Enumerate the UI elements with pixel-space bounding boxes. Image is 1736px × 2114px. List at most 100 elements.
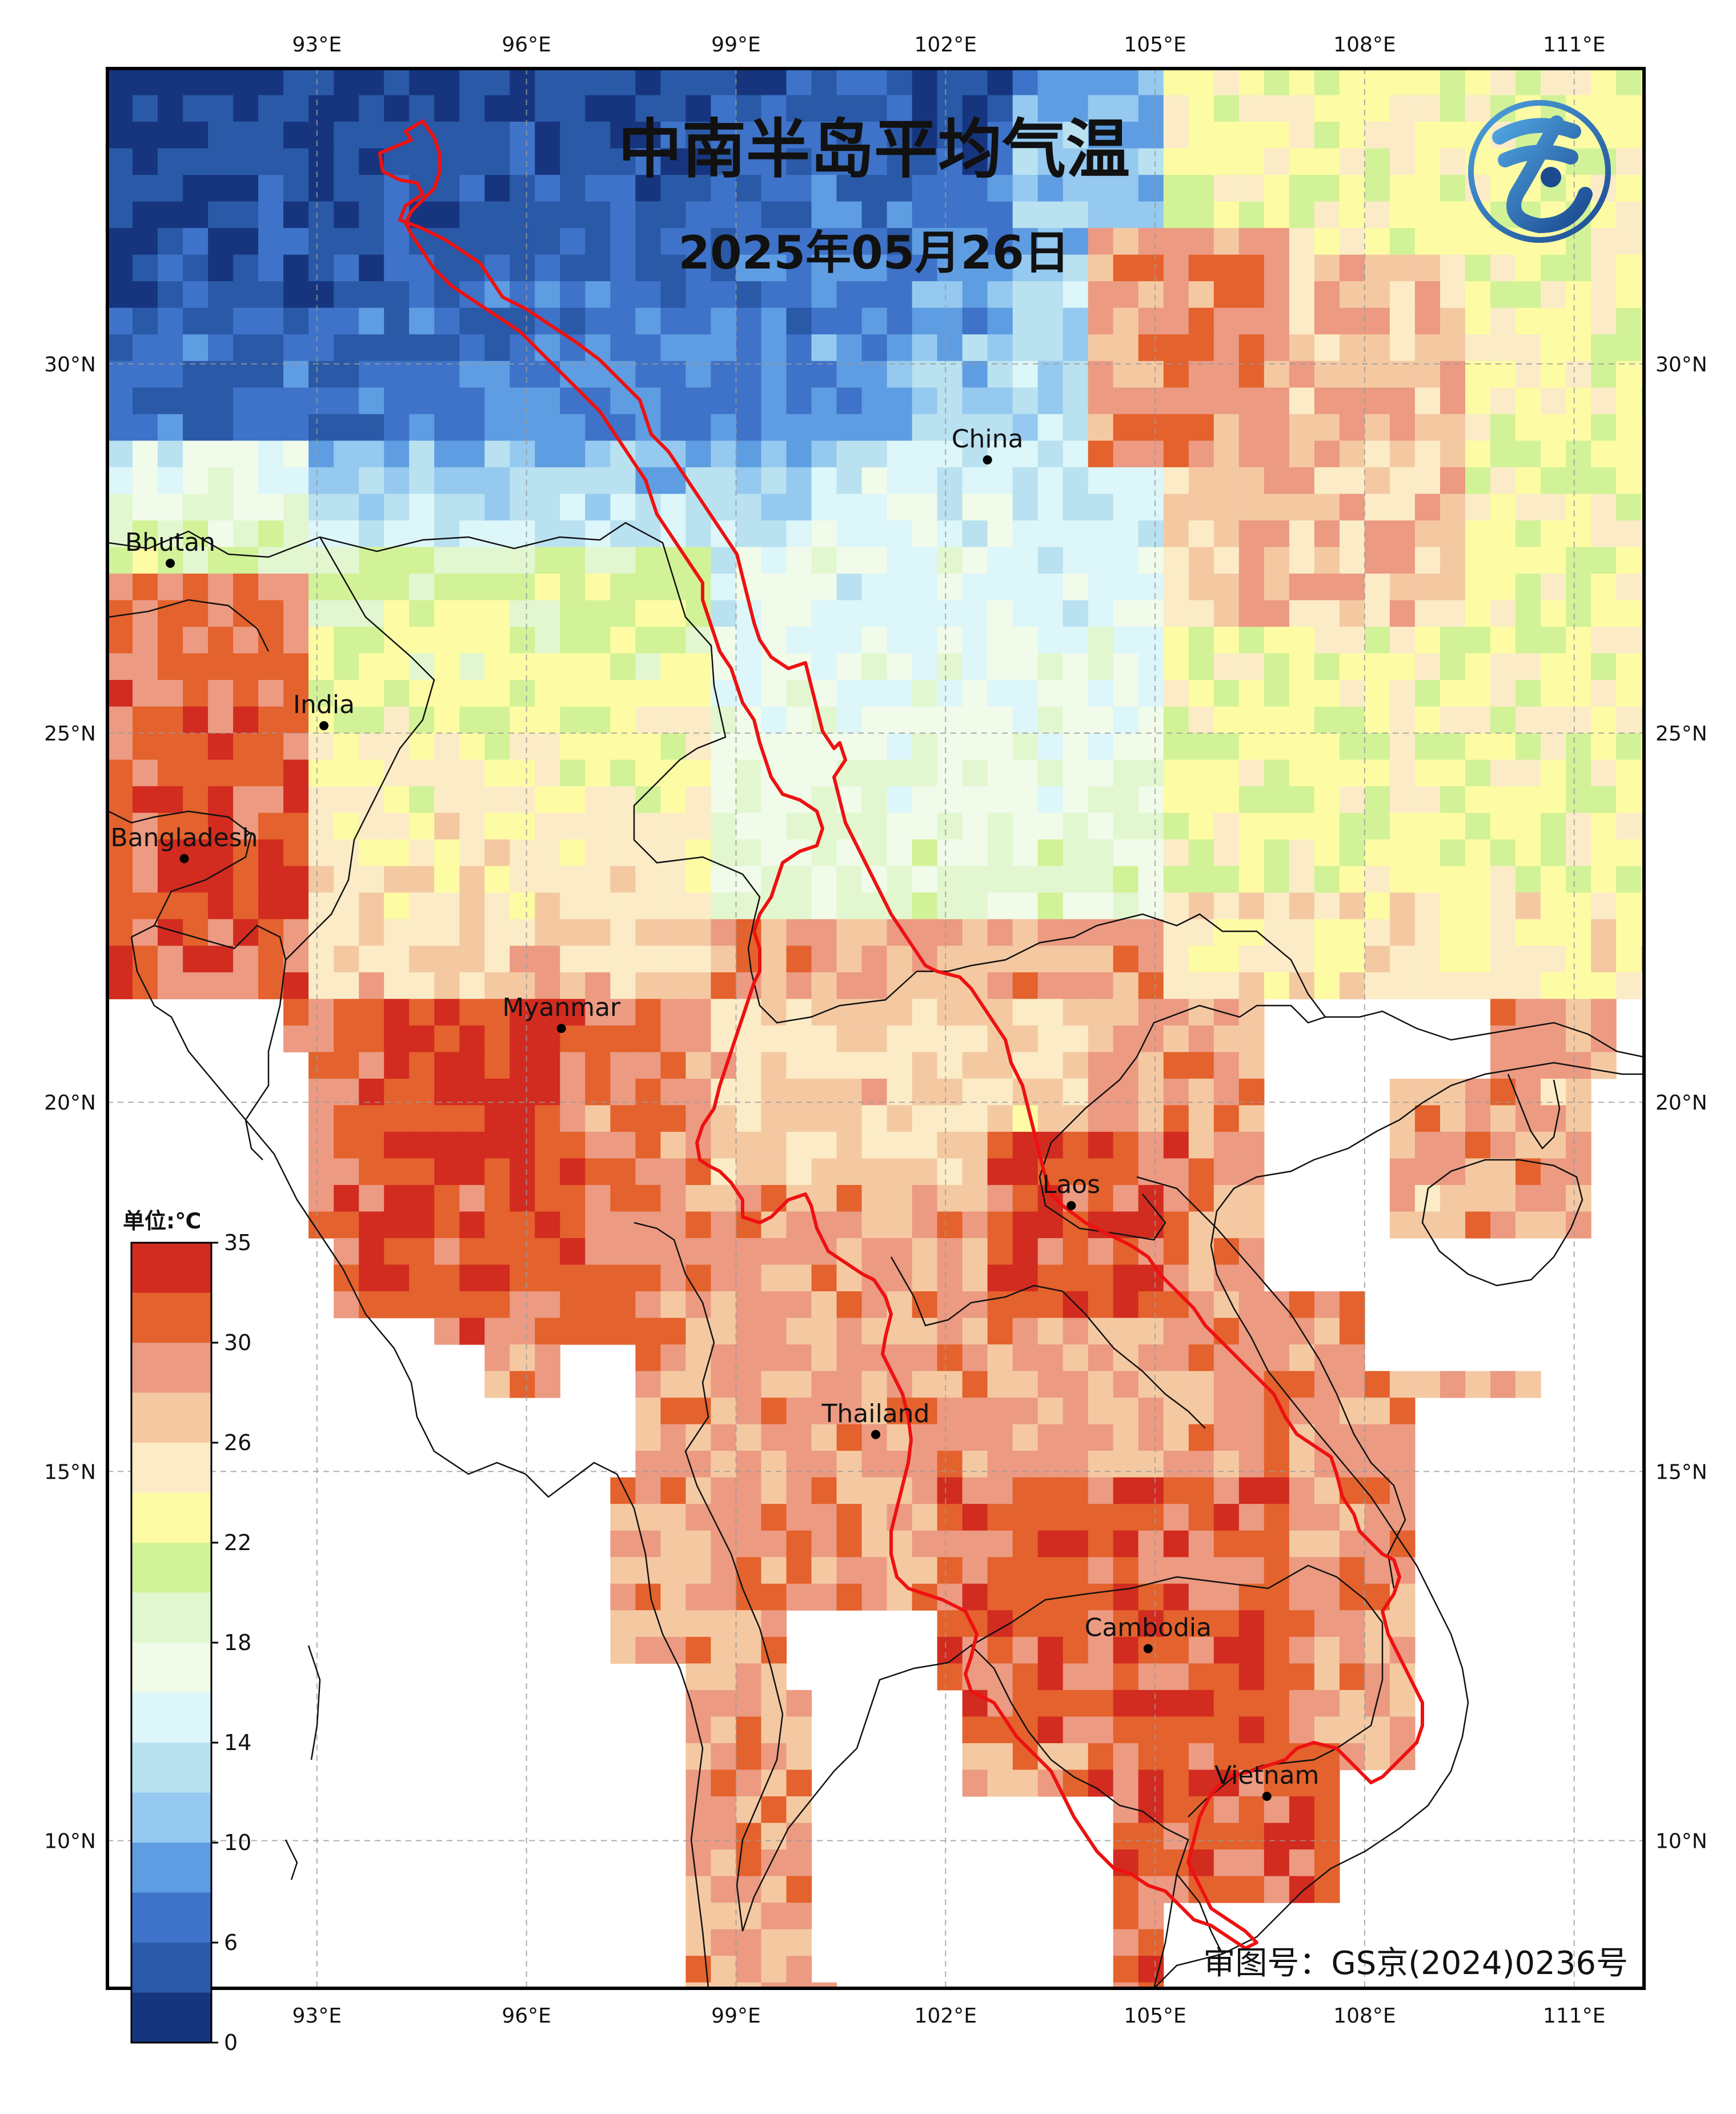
temperature-cell [308,1052,334,1079]
temperature-cell [1138,1424,1164,1451]
temperature-cell [434,361,460,388]
temperature-cell [1264,175,1290,202]
temperature-cell [1113,307,1139,335]
temperature-cell [685,866,711,893]
temperature-cell [560,1078,586,1106]
temperature-cell [1113,1716,1139,1744]
temperature-cell [434,307,460,335]
temperature-cell [1063,122,1089,149]
temperature-cell [434,1185,460,1212]
temperature-cell [660,228,686,255]
temperature-cell [510,414,535,441]
temperature-cell [334,95,359,122]
temperature-cell [1113,441,1139,468]
temperature-cell [585,254,611,282]
temperature-cell [1364,148,1390,175]
temperature-cell [1314,1424,1340,1451]
temperature-cell [1389,919,1416,946]
temperature-cell [836,866,863,893]
temperature-cell [233,307,259,335]
temperature-cell [233,600,259,627]
temperature-cell [1012,706,1039,734]
temperature-cell [1314,307,1340,335]
temperature-cell [1163,254,1189,282]
temperature-cell [660,387,686,415]
temperature-cell [585,812,611,840]
temperature-cell [786,706,812,734]
temperature-cell [1314,1291,1340,1319]
temperature-cell [1364,627,1390,654]
temperature-cell [1389,148,1416,175]
temperature-cell [409,919,435,946]
temperature-cell [1264,1318,1290,1345]
temperature-cell [233,228,259,255]
temperature-cell [1213,1131,1240,1159]
temperature-cell [359,69,384,96]
temperature-cell [1364,919,1390,946]
temperature-cell [308,680,334,707]
temperature-cell [183,307,209,335]
temperature-cell [1440,892,1466,920]
temperature-cell [937,95,963,122]
temperature-cell [1037,706,1064,734]
temperature-cell [912,520,938,547]
temperature-cell [1389,414,1416,441]
temperature-cell [1516,547,1541,574]
temperature-cell [1314,494,1340,521]
temperature-cell [912,627,938,654]
temperature-cell [1289,1610,1315,1637]
temperature-cell [1138,122,1164,149]
temperature-cell [1188,1371,1214,1398]
temperature-cell [1566,547,1591,574]
temperature-cell [811,1371,837,1398]
temperature-cell [409,1291,435,1319]
temperature-cell [761,1982,787,1988]
temperature-cell [208,786,234,814]
temperature-cell [736,1477,762,1504]
temperature-cell [660,946,686,973]
temperature-cell [1339,627,1365,654]
temperature-cell [786,1929,812,1956]
temperature-cell [1314,1769,1340,1797]
temperature-cell [937,281,963,309]
temperature-cell [1238,441,1265,468]
temperature-cell [635,307,661,335]
temperature-cell [1389,69,1416,96]
temperature-cell [786,281,812,309]
temperature-cell [283,733,309,760]
temperature-cell [1113,1318,1139,1345]
temperature-cell [1364,494,1390,521]
temperature-cell [987,1663,1013,1691]
temperature-cell [334,1025,359,1052]
temperature-cell [937,122,963,149]
temperature-cell [183,228,209,255]
city-label: Vietnam [1214,1761,1319,1790]
temperature-cell [711,866,736,893]
temperature-cell [987,972,1013,999]
temperature-cell [1188,600,1214,627]
temperature-cell [1541,1025,1566,1052]
temperature-cell [711,334,736,362]
temperature-cell [887,706,913,734]
temperature-cell [334,148,359,175]
temperature-cell [861,733,888,760]
temperature-cell [1213,919,1240,946]
temperature-cell [107,334,133,362]
temperature-cell [786,1876,812,1903]
temperature-cell [861,307,888,335]
temperature-cell [334,361,359,388]
temperature-cell [635,1530,661,1558]
temperature-cell [1088,600,1114,627]
temperature-cell [1264,653,1290,680]
temperature-cell [1063,1078,1089,1106]
temperature-cell [1063,1398,1089,1425]
temperature-cell [887,999,913,1026]
temperature-cell [937,600,963,627]
temperature-cell [434,1131,460,1159]
temperature-cell [1163,1158,1189,1186]
city-label: Myanmar [502,993,621,1022]
temperature-cell [535,1025,560,1052]
temperature-cell [685,334,711,362]
temperature-cell [359,1158,384,1186]
temperature-cell [1088,148,1114,175]
